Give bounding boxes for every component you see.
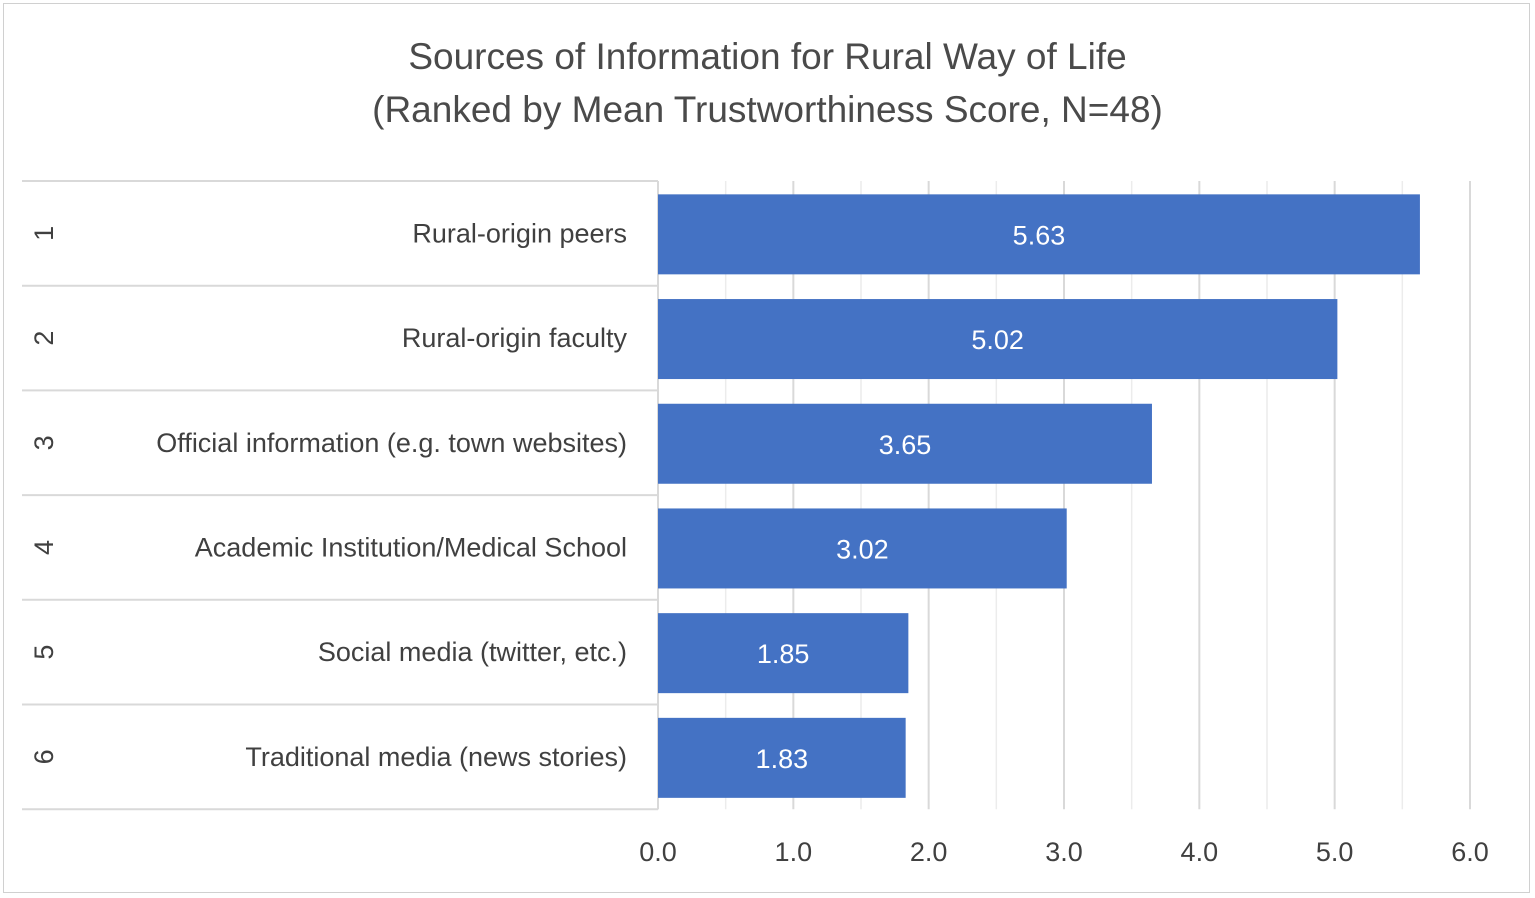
bar [658, 194, 1420, 275]
x-tick-label: 2.0 [910, 837, 948, 867]
x-tick-label: 0.0 [639, 837, 677, 867]
data-label: 5.02 [971, 325, 1024, 355]
rank-label: 3 [29, 435, 59, 450]
data-label: 1.83 [756, 744, 809, 774]
x-tick-label: 4.0 [1181, 837, 1219, 867]
chart-title: Sources of Information for Rural Way of … [408, 36, 1127, 77]
bar [658, 717, 906, 798]
category-table: 1 Rural-origin peers 2 Rural-origin faculty… [22, 180, 659, 811]
rank-label: 2 [29, 331, 59, 346]
x-axis: 0.0 1.0 2.0 3.0 4.0 5.0 6.0 [639, 837, 1489, 867]
rank-label: 4 [29, 540, 59, 555]
x-tick-label: 3.0 [1045, 837, 1083, 867]
data-label: 3.65 [879, 430, 932, 460]
x-tick-label: 5.0 [1316, 837, 1354, 867]
data-label: 1.85 [757, 639, 810, 669]
rank-label: 6 [29, 749, 59, 764]
category-label: Social media (twitter, etc.) [318, 637, 627, 667]
category-label: Rural-origin faculty [402, 323, 628, 353]
rank-label: 5 [29, 645, 59, 660]
bar [658, 613, 909, 694]
bar [658, 508, 1067, 589]
chart-title-block: Sources of Information for Rural Way of … [0, 30, 1535, 136]
chart-subtitle: (Ranked by Mean Trustworthiness Score, N… [372, 89, 1163, 130]
bars: 5.63 5.02 3.65 3.02 1.85 1.83 [658, 194, 1420, 798]
category-label: Rural-origin peers [412, 218, 627, 248]
x-tick-label: 6.0 [1451, 837, 1489, 867]
category-label: Traditional media (news stories) [245, 742, 627, 772]
category-label: Official information (e.g. town websites… [156, 428, 627, 458]
rank-label: 1 [29, 226, 59, 241]
bar [658, 299, 1338, 380]
x-tick-label: 1.0 [775, 837, 813, 867]
category-label: Academic Institution/Medical School [195, 532, 627, 562]
data-label: 3.02 [836, 534, 889, 564]
data-label: 5.63 [1013, 220, 1066, 250]
bar [658, 403, 1152, 484]
gridlines [657, 181, 1471, 810]
